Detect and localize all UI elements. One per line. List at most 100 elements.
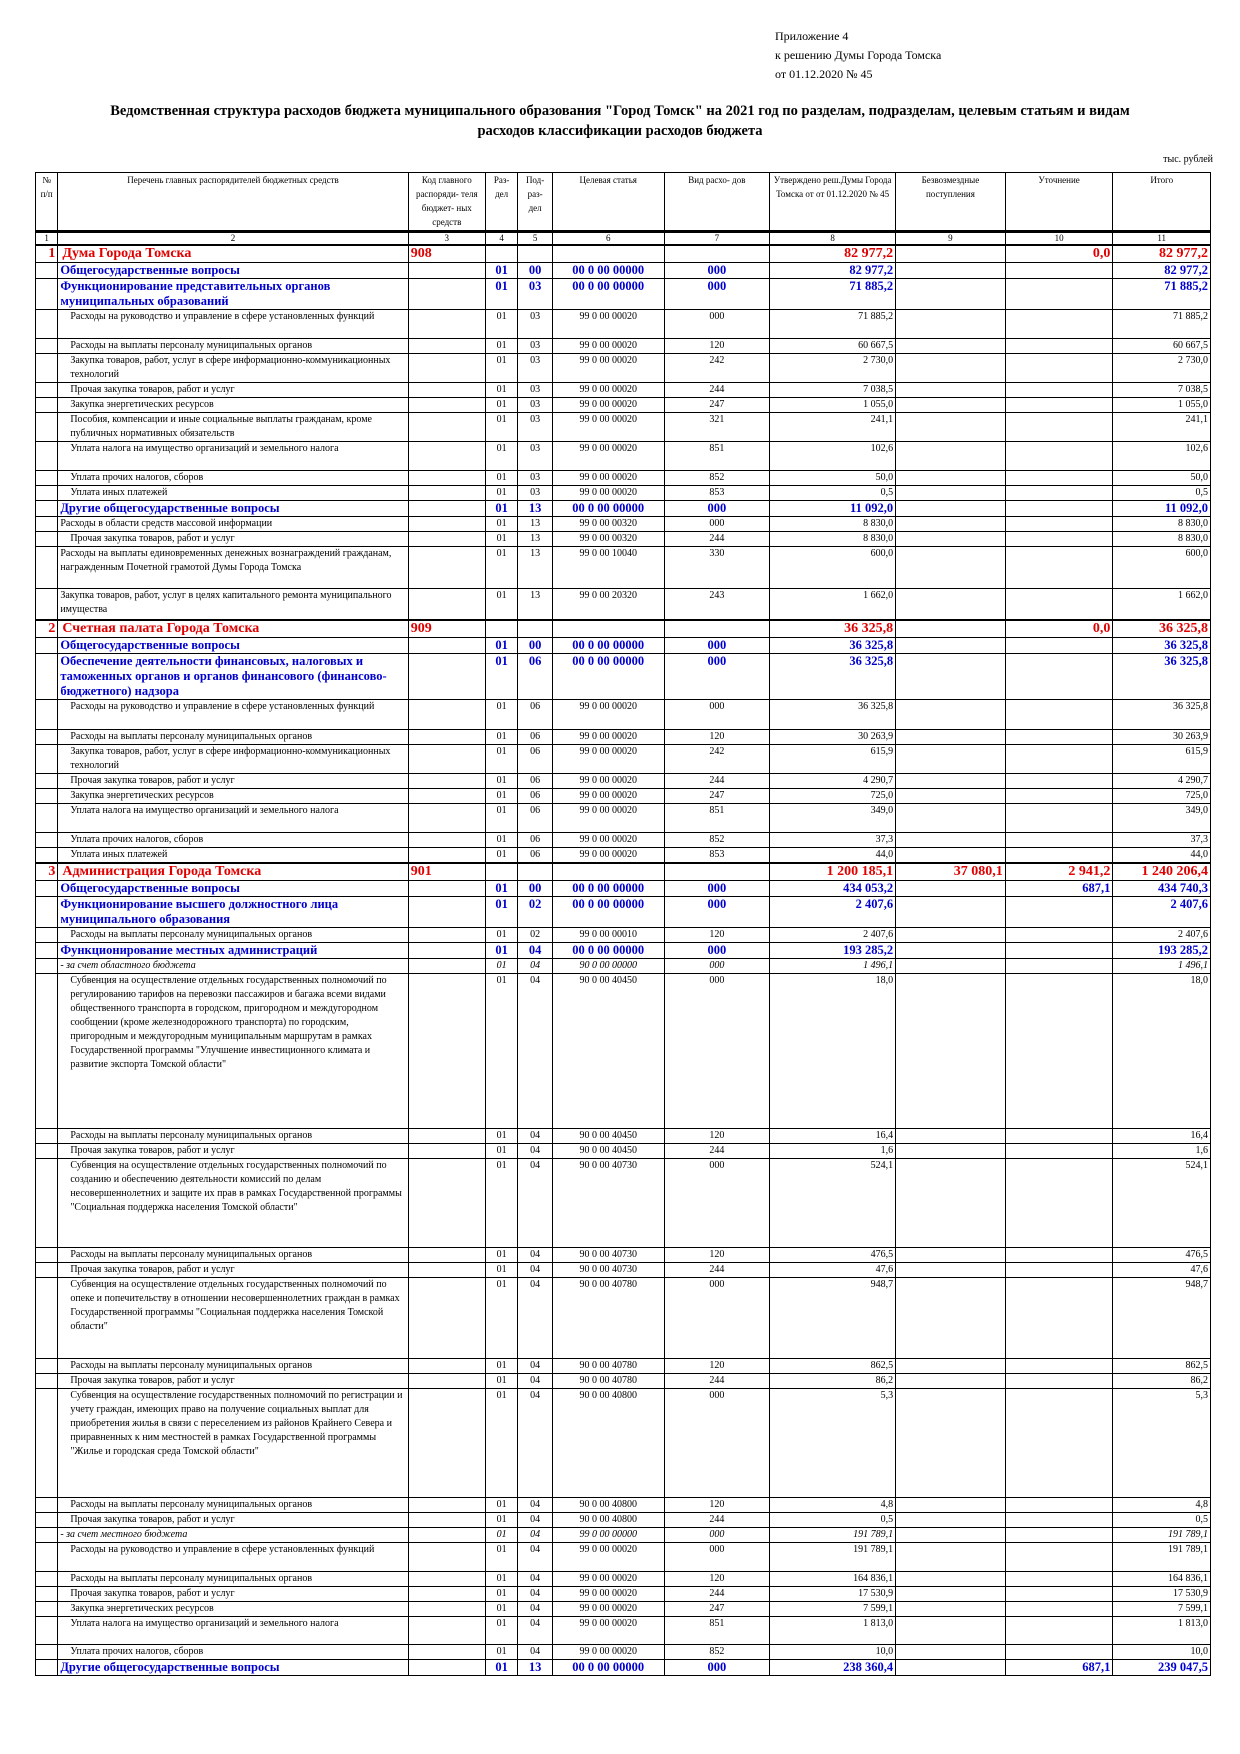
cell-approved: 16,4: [769, 1128, 897, 1144]
cell-total: 0,5: [1112, 1512, 1211, 1528]
cell-section: 01: [484, 744, 519, 774]
cell-name: - за счет местного бюджета: [57, 1527, 409, 1543]
cell-row-number: [34, 338, 59, 354]
cell-name: Уплата прочих налогов, сборов: [57, 1644, 409, 1660]
cell-grbs-code: [407, 1616, 486, 1645]
cell-approved: 36 325,8: [769, 699, 897, 730]
cell-approved: 4,8: [769, 1497, 897, 1513]
table-row: Функционирование высшего должностного ли…: [34, 896, 1211, 928]
cell-subsection: 04: [517, 1358, 553, 1374]
cell-expense-type: 851: [663, 803, 771, 833]
cell-section: 01: [484, 1571, 519, 1587]
cell-grbs-code: [407, 1601, 486, 1617]
cell-section: 01: [484, 1542, 519, 1572]
column-number-row: 1 2 3 4 5 6 7 8 9 10 11: [34, 231, 1211, 246]
cell-grbs-code: [407, 1358, 486, 1374]
cell-name: Расходы на выплаты персоналу муниципальн…: [57, 1358, 409, 1374]
cell-subsection: 04: [517, 1497, 553, 1513]
cell-section: 01: [484, 832, 519, 848]
cell-adjustment: [1004, 531, 1114, 547]
cell-target-article: 99 0 00 00020: [551, 441, 665, 471]
table-row: 1 Дума Города Томска 908 82 977,2 0,0 82 977,…: [34, 244, 1211, 263]
cell-section: [484, 862, 519, 881]
cell-gratuitous-receipts: [895, 1128, 1006, 1144]
cell-target-article: [551, 862, 665, 881]
cell-gratuitous-receipts: [895, 500, 1006, 517]
cell-subsection: 04: [517, 1388, 553, 1498]
cell-subsection: 06: [517, 729, 553, 745]
cell-adjustment: [1004, 470, 1114, 486]
cell-section: 01: [484, 1659, 519, 1676]
cell-adjustment: [1004, 637, 1114, 654]
cell-approved: 18,0: [769, 973, 897, 1129]
cell-row-number: [34, 1497, 59, 1513]
cell-adjustment: [1004, 1512, 1114, 1528]
cell-subsection: 00: [517, 262, 553, 279]
cell-subsection: 04: [517, 1644, 553, 1660]
cell-gratuitous-receipts: [895, 832, 1006, 848]
cell-name: Расходы на выплаты персоналу муниципальн…: [57, 1571, 409, 1587]
table-row: Уплата налога на имущество организаций и…: [34, 1616, 1211, 1645]
cell-row-number: [34, 1571, 59, 1587]
cell-gratuitous-receipts: [895, 278, 1006, 310]
cell-section: 01: [484, 485, 519, 501]
cell-row-number: [34, 353, 59, 383]
cell-total: 60 667,5: [1112, 338, 1211, 354]
cell-name: Субвенция на осуществление отдельных гос…: [57, 1277, 409, 1359]
column-header-total: Итого: [1112, 172, 1211, 233]
cell-grbs-code: [407, 729, 486, 745]
cell-row-number: [34, 516, 59, 532]
cell-adjustment: [1004, 546, 1114, 589]
cell-target-article: 90 0 00 40730: [551, 1262, 665, 1278]
cell-grbs-code: 909: [407, 618, 486, 638]
cell-name: Закупка товаров, работ, услуг в сфере ин…: [57, 353, 409, 383]
cell-expense-type: 000: [663, 896, 771, 928]
cell-section: 01: [484, 470, 519, 486]
cell-target-article: 99 0 00 00010: [551, 927, 665, 943]
column-number: 8: [769, 231, 897, 246]
cell-approved: 476,5: [769, 1247, 897, 1263]
cell-approved: 82 977,2: [769, 244, 897, 263]
cell-adjustment: [1004, 441, 1114, 471]
cell-section: 01: [484, 309, 519, 339]
cell-name: Расходы на выплаты единовременных денежн…: [57, 546, 409, 589]
cell-approved: 5,3: [769, 1388, 897, 1498]
cell-section: 01: [484, 927, 519, 943]
cell-target-article: 99 0 00 00020: [551, 353, 665, 383]
cell-approved: 948,7: [769, 1277, 897, 1359]
cell-row-number: [34, 1373, 59, 1389]
cell-approved: 36 325,8: [769, 618, 897, 638]
cell-name: Расходы на руководство и управление в сф…: [57, 309, 409, 339]
table-row: 3 Администрация Города Томска 901 1 200 185…: [34, 862, 1211, 881]
column-header-name: Перечень главных распорядителей бюджетны…: [57, 172, 409, 233]
cell-gratuitous-receipts: [895, 927, 1006, 943]
cell-approved: 0,5: [769, 485, 897, 501]
cell-row-number: [34, 653, 59, 700]
cell-total: 1 662,0: [1112, 588, 1211, 620]
cell-grbs-code: [407, 485, 486, 501]
table-row: Прочая закупка товаров, работ и услуг 01 0…: [34, 1262, 1211, 1278]
cell-gratuitous-receipts: [895, 1388, 1006, 1498]
cell-section: 01: [484, 803, 519, 833]
cell-total: 434 740,3: [1112, 880, 1211, 897]
cell-target-article: 00 0 00 00000: [551, 278, 665, 310]
table-row: Закупка энергетических ресурсов 01 04 99 0 …: [34, 1601, 1211, 1617]
cell-gratuitous-receipts: [895, 729, 1006, 745]
cell-expense-type: 244: [663, 1373, 771, 1389]
cell-row-number: [34, 1143, 59, 1159]
cell-expense-type: 247: [663, 1601, 771, 1617]
cell-total: 476,5: [1112, 1247, 1211, 1263]
cell-expense-type: [663, 244, 771, 263]
table-row: Субвенция на осуществление отдельных гос…: [34, 1277, 1211, 1359]
cell-expense-type: 247: [663, 788, 771, 804]
cell-expense-type: 244: [663, 1586, 771, 1602]
cell-section: 01: [484, 653, 519, 700]
cell-section: 01: [484, 531, 519, 547]
cell-row-number: [34, 1659, 59, 1676]
cell-row-number: [34, 1586, 59, 1602]
cell-section: 01: [484, 1512, 519, 1528]
cell-approved: 71 885,2: [769, 278, 897, 310]
cell-gratuitous-receipts: [895, 847, 1006, 864]
table-row: Уплата иных платежей 01 06 99 0 00 00020 853…: [34, 847, 1211, 864]
cell-approved: 2 407,6: [769, 927, 897, 943]
